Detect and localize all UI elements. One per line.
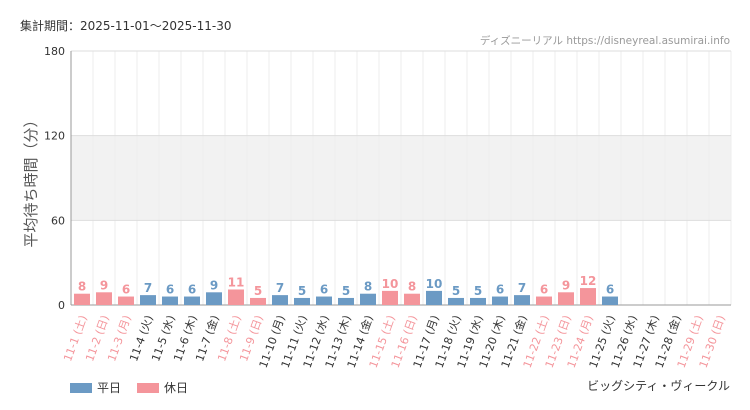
bar-value-label: 6 (320, 283, 328, 297)
bar-value-label: 5 (254, 284, 262, 298)
bar-value-label: 6 (606, 283, 614, 297)
bar-value-label: 7 (518, 281, 526, 295)
legend: 平日 休日 (70, 379, 204, 396)
bar (250, 297, 266, 305)
bar (580, 288, 596, 305)
bar-value-label: 6 (540, 283, 548, 297)
period-label: 集計期間：2025-11-01〜2025-11-30 (20, 19, 232, 33)
bar (206, 292, 222, 305)
bar (426, 290, 442, 305)
y-tick-label: 120 (44, 130, 65, 143)
bar-value-label: 10 (426, 277, 443, 291)
bar-value-label: 8 (78, 280, 86, 294)
bar-value-label: 8 (364, 280, 372, 294)
bar-value-label: 5 (474, 284, 482, 298)
bar (140, 295, 156, 305)
bar (228, 289, 244, 305)
bar-value-label: 5 (298, 284, 306, 298)
bar-value-label: 6 (122, 283, 130, 297)
bar (514, 295, 530, 305)
bar (602, 296, 618, 305)
bar (316, 296, 332, 305)
attraction-name: ビッグシティ・ヴィークル (587, 379, 730, 393)
bar (294, 297, 310, 305)
bar-value-label: 7 (276, 281, 284, 295)
bar (558, 292, 574, 305)
bar-value-label: 5 (452, 284, 460, 298)
bar-value-label: 8 (408, 280, 416, 294)
y-tick-label: 0 (58, 299, 65, 312)
bar-value-label: 11 (228, 275, 245, 289)
bar (360, 293, 376, 305)
bar-value-label: 10 (382, 277, 399, 291)
y-axis-title: 平均待ち時間（分） (22, 112, 40, 247)
legend-label-holiday: 休日 (164, 381, 189, 395)
bar (404, 293, 420, 305)
bar-value-label: 6 (496, 283, 504, 297)
legend-swatch-holiday (137, 382, 160, 393)
bar-value-label: 6 (166, 283, 174, 297)
legend-swatch-weekday (70, 382, 92, 393)
y-tick-label: 60 (51, 214, 65, 227)
bar (184, 296, 200, 305)
bar (448, 297, 464, 305)
bar (272, 295, 288, 305)
bar (118, 296, 134, 305)
bar (74, 293, 90, 305)
bar-value-label: 12 (580, 274, 597, 288)
source-label: ディズニーリアル https://disneyreal.asumirai.inf… (479, 35, 730, 47)
bar-value-label: 9 (562, 278, 570, 292)
bar-value-label: 6 (188, 283, 196, 297)
y-tick-label: 180 (44, 45, 65, 58)
bar (492, 296, 508, 305)
legend-item-weekday: 平日 (70, 379, 121, 396)
bar (162, 296, 178, 305)
bar-value-label: 7 (144, 281, 152, 295)
bar-value-label: 5 (342, 284, 350, 298)
bar (338, 297, 354, 305)
bar (536, 296, 552, 305)
bar (470, 297, 486, 305)
legend-item-holiday: 休日 (137, 379, 188, 396)
bar (96, 292, 112, 305)
legend-label-weekday: 平日 (97, 381, 122, 395)
bar (382, 290, 398, 305)
bar-value-label: 9 (210, 278, 218, 292)
bar-value-label: 9 (100, 278, 108, 292)
